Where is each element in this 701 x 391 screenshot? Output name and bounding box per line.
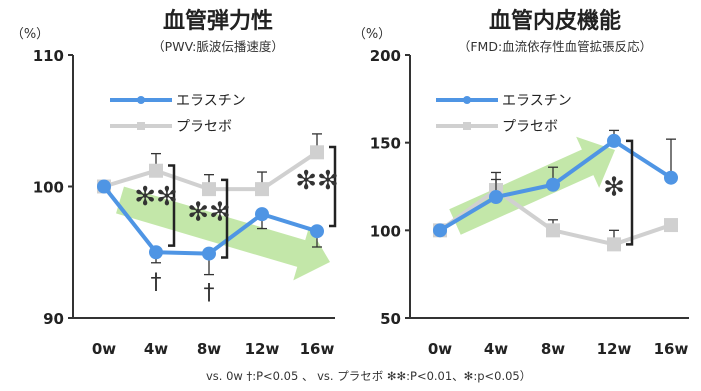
legend-marker-placebo: [463, 122, 471, 130]
significance-bracket: [329, 145, 337, 228]
data-point: [97, 179, 111, 194]
chart-subtitle: （PWV:脈波伝播速度）: [152, 39, 284, 54]
x-tick-label: 16w: [300, 340, 335, 358]
y-tick-label: 50: [380, 310, 401, 328]
data-point: [255, 182, 269, 197]
legend-label-placebo: プラセボ: [502, 119, 558, 135]
legend-marker-placebo: [137, 122, 145, 130]
significance-bracket: [168, 164, 176, 247]
y-axis-label: （%）: [11, 27, 49, 42]
y-tick-label: 200: [370, 47, 401, 65]
data-point: [310, 224, 324, 239]
asterisk-mark: ✻✻: [295, 166, 339, 196]
significance-footnote: vs. 0w †:P<0.05 、 vs. プラセボ ✻✻:P<0.01、✻:p…: [206, 369, 532, 383]
data-point: [149, 163, 163, 178]
chart-title: 血管弾力性: [163, 8, 273, 34]
legend-marker-active: [137, 96, 145, 104]
x-tick-label: 12w: [597, 340, 632, 358]
data-point: [149, 245, 163, 260]
chart-2: 血管内皮機能 （FMD:血流依存性血管拡張反応） （%） 50 100 150 200 0w 4…: [353, 8, 689, 358]
asterisk-mark: ✻: [603, 172, 625, 202]
y-tick-label: 110: [33, 47, 64, 65]
x-tick-label: 4w: [484, 340, 508, 358]
data-point: [664, 218, 678, 233]
data-point: [607, 237, 621, 252]
series-active: [97, 179, 324, 276]
legend-label-active: エラスチン: [502, 93, 572, 109]
y-tick-label: 100: [370, 222, 401, 240]
x-tick-label: 16w: [654, 340, 689, 358]
data-point: [546, 177, 560, 192]
y-tick-label: 90: [43, 310, 64, 328]
series-placebo: [97, 133, 324, 197]
x-tick-label: 4w: [144, 340, 168, 358]
significance-bracket: [221, 178, 229, 259]
data-point: [202, 246, 216, 261]
x-tick-label: 8w: [541, 340, 565, 358]
data-point: [310, 145, 324, 160]
x-tick-label: 8w: [197, 340, 221, 358]
data-point: [664, 170, 678, 185]
significance-bracket: [626, 139, 634, 246]
y-tick-label: 150: [370, 135, 401, 153]
data-point: [546, 223, 560, 238]
x-tick-label: 0w: [92, 340, 116, 358]
x-tick-label: 12w: [245, 340, 280, 358]
legend-label-active: エラスチン: [176, 93, 246, 109]
chart-title: 血管内皮機能: [489, 8, 621, 34]
asterisk-mark: ✻✻: [187, 198, 231, 228]
data-point: [255, 207, 269, 222]
data-point: [202, 182, 216, 197]
asterisk-mark: ✻✻: [134, 182, 178, 212]
dagger-mark: †: [204, 281, 215, 306]
x-tick-label: 0w: [428, 340, 452, 358]
legend-marker-active: [463, 96, 471, 104]
trend-arrow: [449, 136, 615, 235]
trend-arrow: [116, 186, 330, 281]
data-point: [489, 190, 503, 205]
y-axis-label: （%）: [353, 27, 391, 42]
chart-subtitle: （FMD:血流依存性血管拡張反応）: [458, 39, 652, 54]
legend-label-placebo: プラセボ: [176, 119, 232, 135]
chart-1: 血管弾力性 （PWV:脈波伝播速度） （%） 90 100 110 0w 4w 8w 12w 16w…: [11, 8, 339, 358]
y-tick-label: 100: [33, 179, 64, 197]
data-point: [607, 133, 621, 148]
data-point: [433, 223, 447, 238]
dagger-mark: †: [151, 270, 162, 295]
